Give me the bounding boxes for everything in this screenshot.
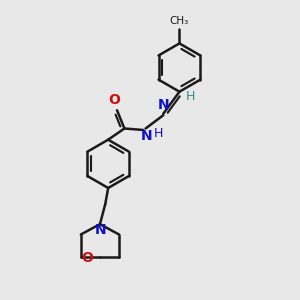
Text: O: O (81, 251, 93, 265)
Text: CH₃: CH₃ (170, 16, 189, 26)
Text: H: H (186, 90, 195, 103)
Text: N: N (158, 98, 169, 112)
Text: O: O (108, 93, 120, 107)
Text: H: H (154, 127, 163, 140)
Text: N: N (141, 128, 153, 142)
Text: N: N (95, 223, 106, 237)
